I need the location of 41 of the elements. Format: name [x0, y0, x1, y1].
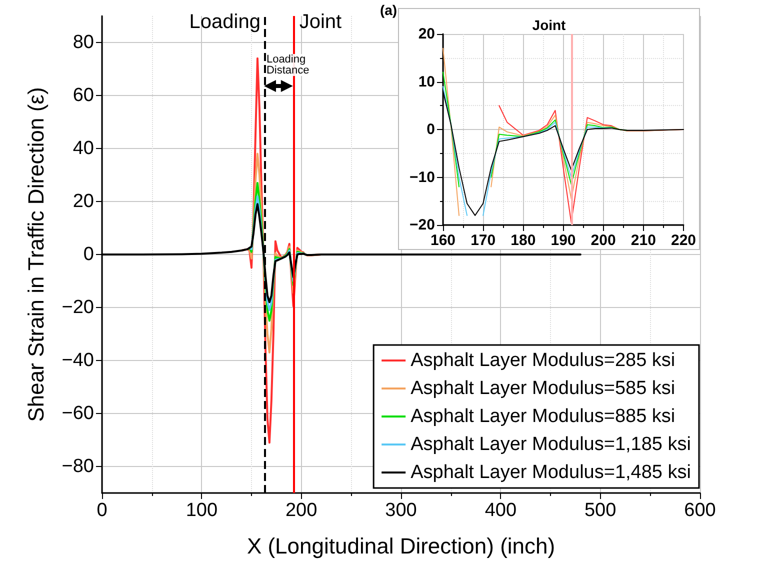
ref-line-label: Loading	[189, 11, 260, 33]
x-tick-label: 170	[470, 232, 496, 249]
x-tick-label: 190	[550, 232, 576, 249]
legend-label: Asphalt Layer Modulus=885 ksi	[410, 406, 676, 427]
x-tick-label: 300	[385, 500, 417, 521]
x-axis-title: X (Longitudinal Direction) (inch)	[246, 534, 556, 558]
y-tick-label: 20	[72, 191, 94, 212]
y-tick-label: −60	[62, 403, 94, 424]
line-series	[248, 195, 306, 312]
y-tick-label: −10	[410, 168, 435, 186]
legend-label: Asphalt Layer Modulus=1,485 ksi	[410, 462, 692, 483]
y-tick-label: 40	[72, 138, 94, 159]
legend-label: Asphalt Layer Modulus=1,185 ksi	[410, 434, 692, 455]
y-tick-label: 0	[426, 121, 435, 138]
y-tick-label: −20	[410, 216, 435, 234]
chart-title: (a)	[380, 2, 398, 18]
x-tick-label: 160	[430, 232, 456, 249]
y-tick-label: 10	[418, 73, 435, 90]
y-tick-label: −80	[62, 456, 94, 477]
x-tick-label: 0	[96, 500, 108, 521]
x-tick-label: 400	[484, 500, 517, 521]
x-tick-label: 600	[684, 500, 716, 521]
annotation: Loading Distance	[266, 54, 310, 76]
x-tick-label: 220	[670, 232, 696, 249]
x-tick-label: 200	[590, 232, 616, 249]
x-tick-label: 500	[584, 500, 616, 521]
ref-line-label: Joint	[299, 11, 342, 33]
y-tick-label: −20	[62, 297, 94, 318]
line-series	[248, 182, 306, 322]
chart-title: Joint	[532, 17, 566, 33]
y-tick-label: 80	[72, 32, 94, 53]
x-tick-label: 210	[630, 232, 656, 249]
y-tick-label: −40	[62, 350, 94, 371]
y-tick-label: 20	[418, 26, 435, 42]
y-tick-label: 60	[72, 85, 94, 106]
x-tick-label: 200	[285, 500, 318, 521]
x-tick-label: 100	[186, 500, 218, 521]
legend-label: Asphalt Layer Modulus=585 ksi	[410, 378, 676, 399]
x-tick-label: 180	[510, 232, 536, 249]
legend-label: Asphalt Layer Modulus=285 ksi	[410, 350, 676, 371]
y-axis-title: Shear Strain in Traffic Direction (ε)	[24, 87, 48, 422]
